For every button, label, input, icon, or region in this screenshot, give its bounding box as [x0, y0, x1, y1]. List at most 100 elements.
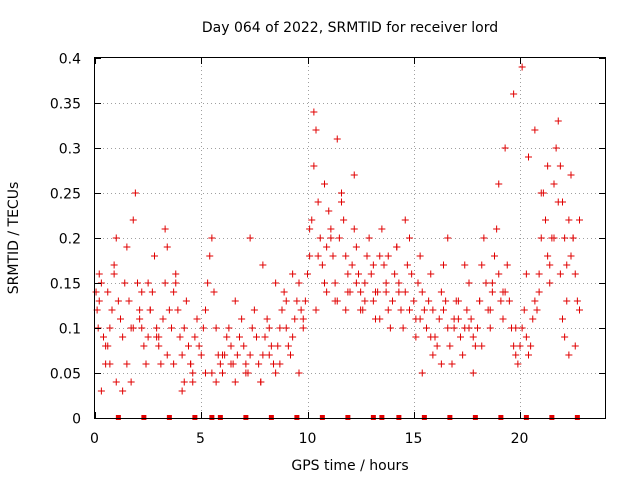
data-point — [395, 279, 403, 287]
data-point — [416, 252, 424, 260]
data-point — [488, 288, 496, 296]
data-point — [216, 360, 224, 368]
zero-marker — [294, 415, 300, 420]
data-point — [206, 252, 214, 260]
zero-marker — [549, 415, 555, 420]
y-tick-label: 0.2 — [59, 232, 81, 248]
data-point — [299, 315, 307, 323]
data-point — [202, 369, 209, 377]
data-point — [365, 234, 373, 242]
data-point — [397, 306, 405, 314]
zero-marker — [268, 415, 274, 420]
zero-marker — [345, 415, 351, 420]
data-point — [433, 342, 441, 350]
data-point — [248, 324, 256, 332]
data-point — [136, 315, 144, 323]
x-tick-label: 5 — [196, 431, 205, 447]
data-point — [242, 369, 250, 377]
data-point — [522, 333, 530, 341]
data-point — [497, 297, 505, 305]
data-point — [289, 333, 297, 341]
data-point — [556, 162, 564, 170]
data-point — [382, 288, 390, 296]
data-point — [384, 306, 392, 314]
x-tick-label: 0 — [90, 431, 99, 447]
data-point — [129, 324, 137, 332]
data-point — [110, 270, 118, 278]
data-point — [442, 297, 450, 305]
plot-frame — [94, 57, 606, 419]
data-point — [573, 297, 581, 305]
data-point — [384, 252, 392, 260]
data-point — [535, 288, 543, 296]
data-point — [119, 387, 127, 395]
data-point — [308, 216, 316, 224]
data-point — [168, 324, 175, 332]
data-point — [446, 342, 454, 350]
data-point — [444, 324, 452, 332]
data-point — [227, 360, 235, 368]
data-point — [325, 207, 333, 215]
data-point — [571, 342, 579, 350]
data-point — [478, 261, 486, 269]
data-point — [119, 333, 127, 341]
data-point — [123, 360, 131, 368]
data-point — [552, 144, 560, 152]
data-point — [100, 333, 107, 341]
data-point — [559, 315, 566, 323]
data-point — [352, 279, 360, 287]
data-point — [208, 234, 216, 242]
data-point — [459, 351, 467, 359]
data-point — [352, 243, 360, 251]
zero-marker — [574, 415, 580, 420]
data-point — [180, 324, 188, 332]
data-point — [493, 225, 501, 233]
data-point — [172, 279, 180, 287]
data-point — [284, 342, 292, 350]
data-point — [429, 351, 437, 359]
data-point — [478, 342, 486, 350]
data-point — [440, 261, 447, 269]
data-point — [406, 306, 413, 314]
data-point — [554, 198, 562, 206]
data-point — [395, 288, 403, 296]
data-point — [531, 297, 539, 305]
data-point — [467, 315, 475, 323]
data-point — [310, 108, 318, 116]
data-point — [505, 297, 513, 305]
data-point — [189, 378, 197, 386]
data-point — [569, 234, 577, 242]
y-tick-label: 0.15 — [50, 277, 81, 293]
data-point — [525, 153, 532, 161]
data-point — [403, 261, 411, 269]
data-point — [127, 378, 135, 386]
data-point — [106, 360, 114, 368]
data-point — [401, 288, 409, 296]
data-point — [276, 324, 284, 332]
data-point — [327, 225, 335, 233]
data-point — [161, 225, 169, 233]
data-point — [416, 315, 424, 323]
data-point — [180, 378, 188, 386]
data-point — [561, 333, 569, 341]
data-point — [542, 216, 549, 224]
data-point — [499, 288, 507, 296]
data-point — [312, 306, 320, 314]
data-point — [333, 135, 341, 143]
data-point — [165, 306, 173, 314]
data-point — [282, 324, 290, 332]
data-point — [219, 369, 226, 377]
data-point — [550, 180, 558, 188]
data-point — [423, 324, 430, 332]
data-point — [134, 279, 141, 287]
data-point — [338, 198, 345, 206]
data-point — [151, 252, 158, 260]
data-point — [465, 279, 473, 287]
data-point — [155, 342, 163, 350]
data-point — [495, 270, 503, 278]
data-point — [461, 261, 469, 269]
data-point — [518, 63, 526, 71]
data-point — [414, 279, 422, 287]
data-point — [510, 90, 518, 98]
